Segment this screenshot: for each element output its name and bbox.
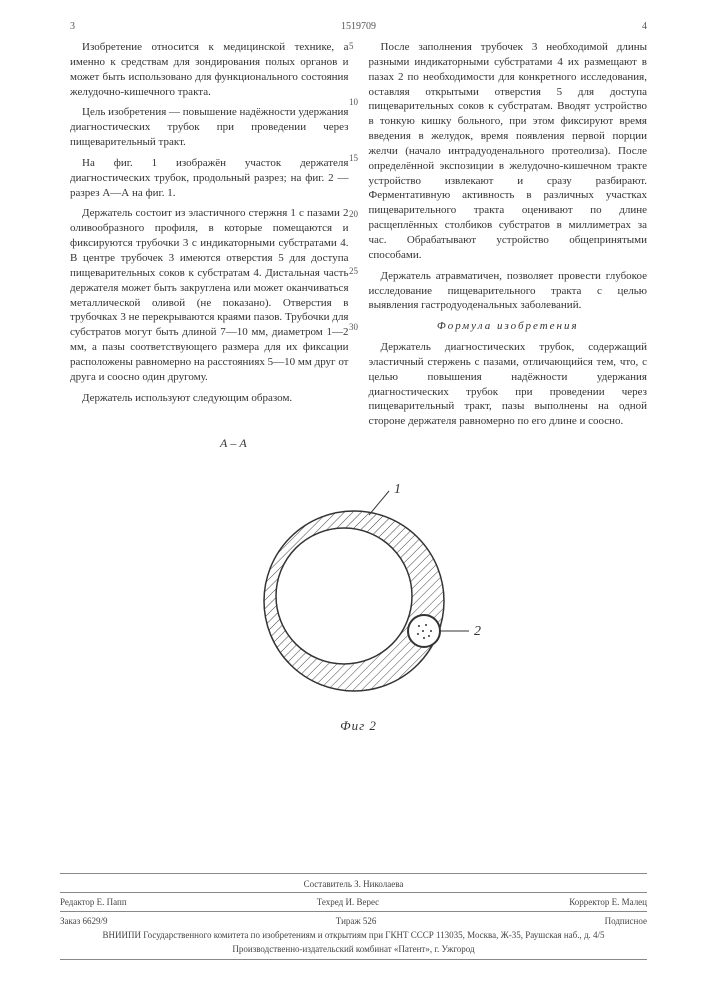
corrector: Корректор Е. Малец <box>569 896 647 908</box>
inner-bore <box>276 528 412 664</box>
document-number: 1519709 <box>341 20 376 34</box>
techred: Техред И. Верес <box>317 896 379 908</box>
editor: Редактор Е. Папп <box>60 896 127 908</box>
line-number: 20 <box>349 208 358 220</box>
right-column: После заполнения трубочек 3 необходимой … <box>369 40 648 435</box>
paragraph: Держатель диагностических трубок, содерж… <box>369 340 648 429</box>
paragraph: Держатель состоит из эластичного стержня… <box>70 206 349 384</box>
compiler: Составитель З. Николаева <box>304 878 404 890</box>
imprint-footer: Составитель З. Николаева Редактор Е. Пап… <box>60 873 647 960</box>
cross-section-diagram: 1 2 <box>214 481 504 711</box>
paragraph: На фиг. 1 изображён участок держателя ди… <box>70 156 349 201</box>
left-column: Изобретение относится к медицинской техн… <box>70 40 349 435</box>
figure-caption: Фиг 2 <box>70 717 647 735</box>
paragraph: Держатель используют следующим образом. <box>70 391 349 406</box>
text-columns: Изобретение относится к медицинской техн… <box>70 40 647 435</box>
line-number: 30 <box>349 321 358 333</box>
line-number: 15 <box>349 152 358 164</box>
publisher-line: ВНИИПИ Государственного комитета по изоб… <box>60 929 647 941</box>
paragraph: Цель изобретения — повышение надёжности … <box>70 105 349 150</box>
callout-1: 1 <box>394 482 401 497</box>
subscription: Подписное <box>605 915 647 927</box>
print-run: Тираж 526 <box>336 915 377 927</box>
line-number: 10 <box>349 96 358 108</box>
section-label: А – А <box>220 435 647 451</box>
formula-heading: Формула изобретения <box>369 319 648 334</box>
print-house-line: Производственно-издательский комбинат «П… <box>60 943 647 955</box>
paragraph: Изобретение относится к медицинской техн… <box>70 40 349 99</box>
figure-2: 1 2 <box>70 481 647 711</box>
header: 3 1519709 4 <box>70 20 647 34</box>
page-number-right: 4 <box>642 20 647 34</box>
line-number: 25 <box>349 265 358 277</box>
paragraph: После заполнения трубочек 3 необходимой … <box>369 40 648 263</box>
order-number: Заказ 6629/9 <box>60 915 108 927</box>
line-number: 5 <box>349 40 358 52</box>
line-numbers: 5 10 15 20 25 30 <box>349 40 358 333</box>
callout-2: 2 <box>474 624 481 639</box>
page-number-left: 3 <box>70 20 75 34</box>
paragraph: Держатель атравматичен, позволяет провес… <box>369 269 648 314</box>
